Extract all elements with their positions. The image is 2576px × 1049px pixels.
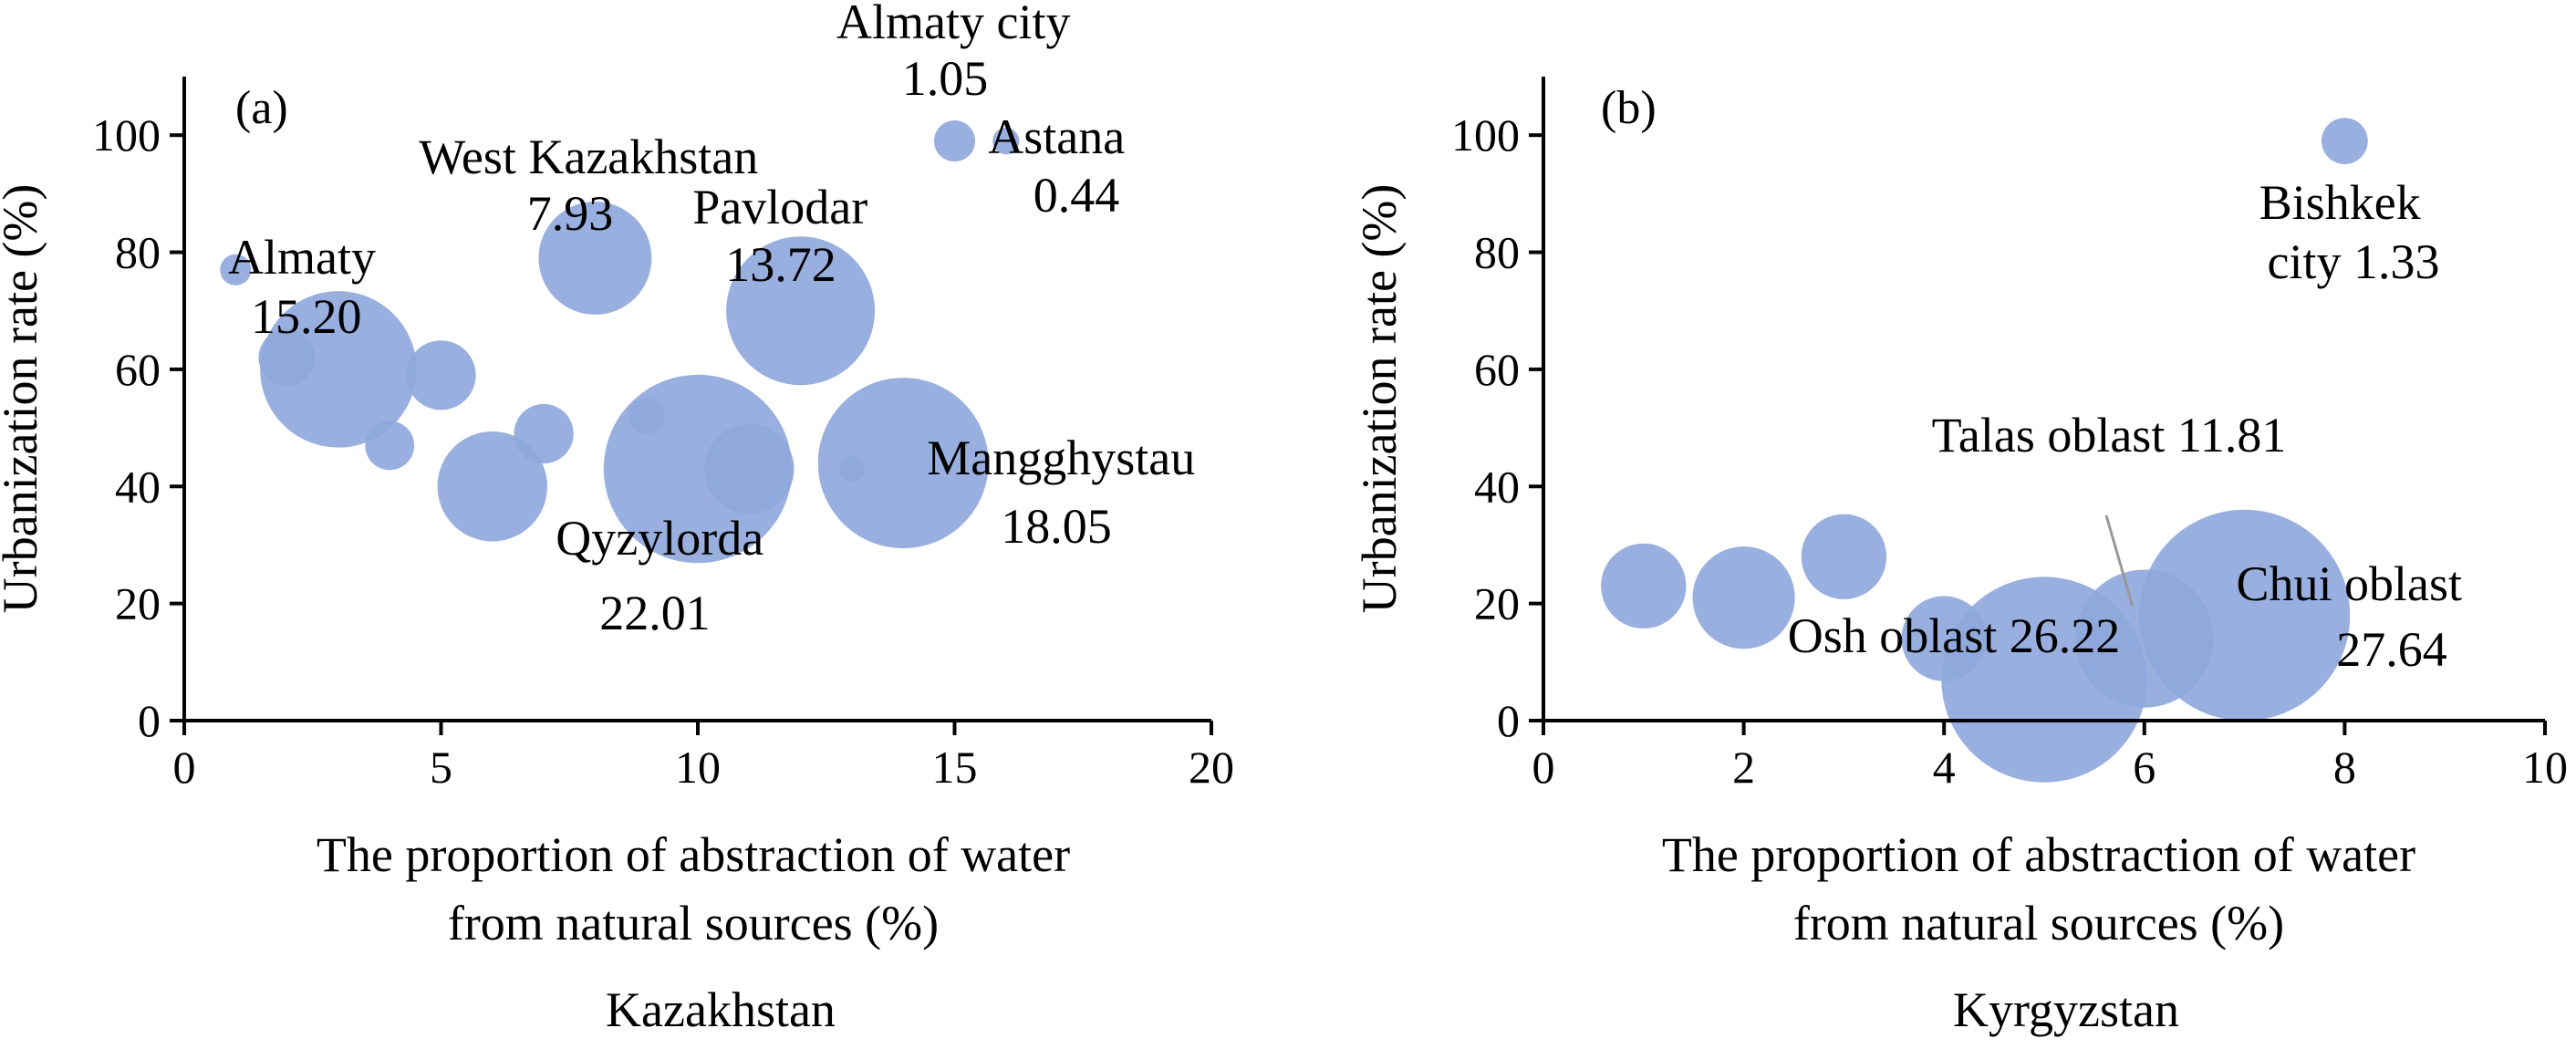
bubble-a-14 <box>933 120 976 162</box>
annotation-bishkek-line1: Bishkek <box>2259 175 2421 230</box>
x-tick-label-b-4: 8 <box>2333 742 2356 793</box>
x-axis-label-b-line2: from natural sources (%) <box>1793 896 2284 950</box>
annotation-bishkek: Bishkek city 1.33 <box>2259 175 2440 289</box>
y-tick-label-b-0: 0 <box>1497 695 1520 746</box>
annotation-almaty-line2: 15.20 <box>251 289 362 344</box>
x-tick-label-a-3: 15 <box>932 742 978 793</box>
annotation-mangghystau-line1: Mangghystau <box>927 431 1195 485</box>
y-axis-label-a: Urbanization rate (%) <box>0 184 47 614</box>
y-tick-label-a-2: 40 <box>115 461 161 512</box>
annotation-mangghystau-line2: 18.05 <box>1001 499 1112 554</box>
bubble-b-0 <box>1601 543 1687 629</box>
panel-a: 0 5 10 15 20 0 20 40 60 80 100 (a) Almaty 15.20 We… <box>0 0 1234 1037</box>
bubble-b-5 <box>2075 569 2214 708</box>
annotation-mangghystau: Mangghystau 18.05 <box>927 431 1207 554</box>
annotation-almaty-line1: Almaty <box>228 230 376 285</box>
panel-label-b: (b) <box>1601 82 1657 134</box>
bubble-a-7 <box>538 202 652 315</box>
annotation-qyzylorda: Qyzylorda 22.01 <box>556 511 775 640</box>
y-tick-label-b-5: 100 <box>1451 109 1520 161</box>
x-tick-label-a-0: 0 <box>173 742 196 793</box>
bubble-a-10 <box>704 423 795 514</box>
bubble-b-7 <box>2322 118 2368 164</box>
bubble-a-3 <box>365 421 415 471</box>
y-tick-label-a-0: 0 <box>138 695 161 746</box>
bubble-a-11 <box>726 236 876 386</box>
annotation-talas: Talas oblast 11.81 <box>1932 408 2287 462</box>
y-tick-label-b-4: 80 <box>1474 227 1520 278</box>
bubble-b-1 <box>1692 546 1795 649</box>
x-tick-label-b-3: 6 <box>2133 742 2155 793</box>
bubble-a-13 <box>817 378 989 549</box>
y-tick-label-a-4: 80 <box>115 227 161 278</box>
x-tick-label-b-2: 4 <box>1933 742 1956 793</box>
country-label-kazakhstan: Kazakhstan <box>606 982 836 1037</box>
x-tick-label-b-5: 10 <box>2522 742 2568 793</box>
x-axis-label-a-line2: from natural sources (%) <box>448 896 939 950</box>
x-axis-label-b-line1: The proportion of abstraction of water <box>1662 827 2415 882</box>
bubble-a-1 <box>258 328 316 387</box>
bubble-a-2 <box>260 291 417 448</box>
panel-label-a: (a) <box>235 82 288 134</box>
bubble-a-4 <box>406 340 476 410</box>
bubbles-b <box>1601 118 2368 783</box>
bubble-a-8 <box>628 398 665 434</box>
annotation-astana-line1: Astana <box>988 109 1125 164</box>
annotation-almaty-city-line2: 1.05 <box>902 51 989 106</box>
x-tick-label-a-4: 20 <box>1189 742 1234 793</box>
y-tick-label-b-3: 60 <box>1474 344 1520 395</box>
bubble-b-3 <box>1901 596 1987 681</box>
bubble-a-5 <box>437 431 548 542</box>
x-tick-label-a-2: 10 <box>675 742 721 793</box>
annotation-pavlodar-line2: 13.72 <box>725 237 836 292</box>
annotation-pavlodar: Pavlodar 13.72 <box>692 180 879 292</box>
annotation-west-kazakhstan: West Kazakhstan 7.93 <box>419 130 771 241</box>
y-axis-label-b: Urbanization rate (%) <box>1352 184 1407 614</box>
ticks-a: 0 5 10 15 20 0 20 40 60 80 100 <box>92 109 1234 793</box>
bubble-a-6 <box>514 403 574 464</box>
annotation-qyzylorda-line1: Qyzylorda <box>556 511 763 566</box>
annotation-qyzylorda-line2: 22.01 <box>599 586 711 640</box>
talas-leader-line <box>2104 514 2135 608</box>
x-tick-label-b-1: 2 <box>1732 742 1755 793</box>
annotation-almaty: Almaty 15.20 <box>228 230 388 344</box>
annotation-west-kazakhstan-line2: 7.93 <box>527 186 614 241</box>
x-axis-label-a-line1: The proportion of abstraction of water <box>317 827 1070 882</box>
annotation-pavlodar-line1: Pavlodar <box>692 180 867 234</box>
y-tick-label-a-1: 20 <box>115 578 161 629</box>
annotation-osh: Osh oblast 26.22 <box>1788 608 2121 663</box>
annotation-chui: Chui oblast 27.64 <box>2236 556 2474 677</box>
bubbles-a <box>220 120 1020 564</box>
annotation-almaty-city: Almaty city 1.05 <box>836 0 1083 106</box>
x-tick-label-a-1: 5 <box>430 742 452 793</box>
bubble-a-15 <box>992 128 1020 155</box>
y-tick-label-b-2: 40 <box>1474 461 1520 512</box>
y-tick-label-a-3: 60 <box>115 344 161 395</box>
bubble-a-12 <box>838 456 865 482</box>
bubble-b-2 <box>1801 514 1887 599</box>
bubble-a-0 <box>220 254 252 286</box>
y-tick-label-b-1: 20 <box>1474 578 1520 629</box>
x-tick-label-b-0: 0 <box>1532 742 1555 793</box>
annotation-almaty-city-line1: Almaty city <box>836 0 1070 49</box>
y-tick-label-a-5: 100 <box>92 109 161 161</box>
annotation-chui-line1: Chui oblast <box>2236 556 2462 611</box>
country-label-kyrgyzstan: Kyrgyzstan <box>1953 982 2179 1037</box>
annotation-astana: Astana 0.44 <box>988 109 1137 223</box>
annotation-chui-line2: 27.64 <box>2336 622 2447 677</box>
annotation-bishkek-line2: city 1.33 <box>2268 234 2440 289</box>
annotation-astana-line2: 0.44 <box>1034 168 1120 223</box>
annotation-west-kazakhstan-line1: West Kazakhstan <box>419 130 758 184</box>
